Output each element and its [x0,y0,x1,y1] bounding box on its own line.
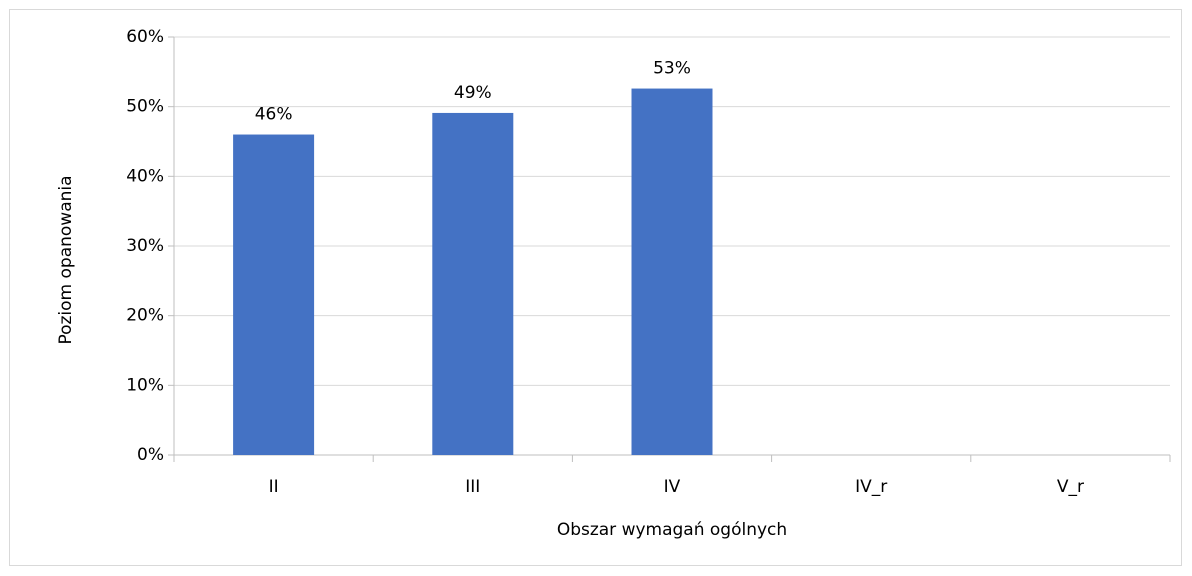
y-tick-label: 10% [126,375,164,395]
x-tick-label: IV [664,477,681,497]
x-axis-title: Obszar wymagań ogólnych [557,520,787,540]
chart-border [9,9,1182,566]
x-tick-label: V_r [1057,477,1084,497]
y-tick-label: 60% [126,27,164,47]
bar [631,88,713,455]
y-tick-label: 40% [126,166,164,186]
data-label: 53% [653,59,691,79]
x-tick-label: III [465,477,480,497]
y-tick-label: 20% [126,306,164,326]
y-tick-label: 30% [126,236,164,256]
y-tick-label: 50% [126,97,164,117]
y-axis-title: Poziom opanowania [56,175,76,344]
bar [432,112,514,455]
data-label: 46% [255,105,293,125]
bar [233,134,315,456]
x-tick-label: IV_r [855,477,887,497]
data-label: 49% [454,83,492,103]
x-tick-label: II [269,477,279,497]
y-tick-label: 0% [137,445,164,465]
